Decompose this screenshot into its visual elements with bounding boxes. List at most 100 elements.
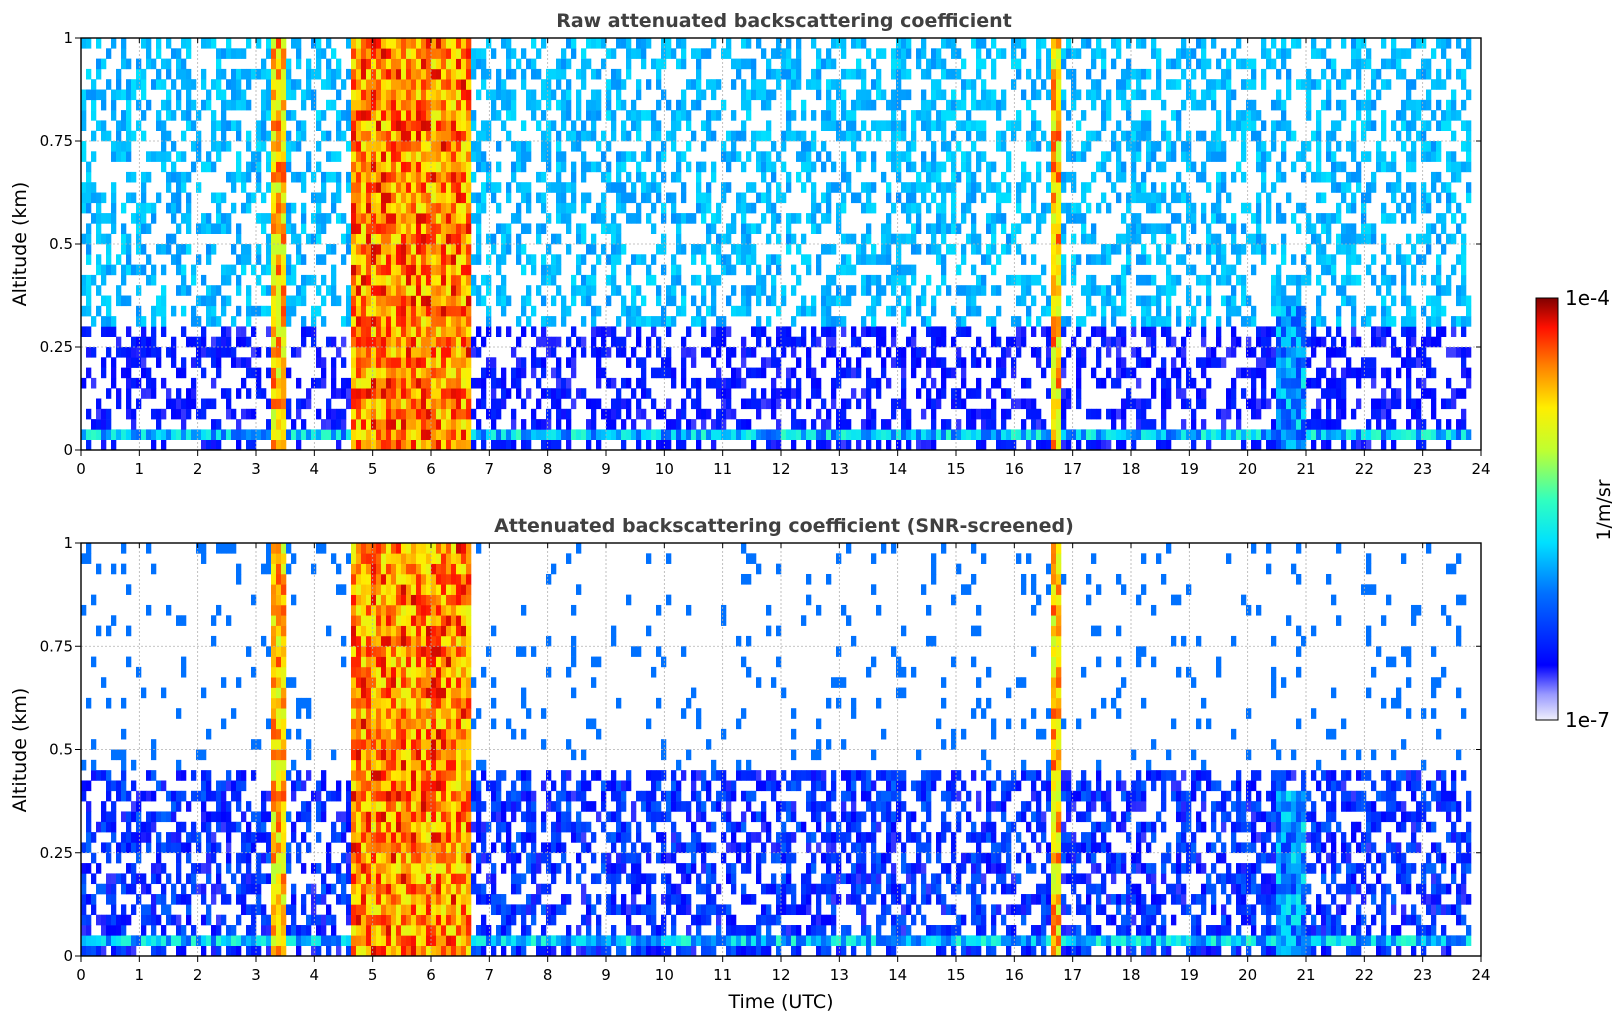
heat-cell [441,233,447,245]
heat-cell [431,223,437,234]
heat-cell [461,439,467,450]
heat-cell [526,285,532,296]
heat-cell [571,285,577,296]
heat-cell [141,367,147,379]
heat-cell [956,171,962,183]
heat-cell [526,182,532,193]
heat-cell [611,120,617,131]
heat-cell [276,99,282,111]
heat-cell [1076,347,1082,358]
heat-cell [1206,223,1212,234]
heat-cell [471,48,477,59]
heat-cell [926,58,932,70]
heat-cell [1016,429,1022,440]
heat-cell [1056,336,1062,348]
heat-cell [316,223,322,234]
heat-cell [366,233,372,245]
heat-cell [611,429,617,440]
heat-cell [1111,130,1117,142]
heat-cell [966,285,972,296]
heat-cell [186,213,192,224]
heat-cell [806,429,812,440]
heat-cell [821,295,827,307]
heat-cell [746,202,752,214]
heat-cell [1161,99,1167,111]
heat-cell [1056,398,1062,410]
heat-cell [841,398,847,410]
heat-cell [441,285,447,296]
heat-cell [1111,419,1117,430]
heat-cell [461,244,467,255]
heat-cell [616,233,622,245]
heat-cell [361,295,367,307]
heat-cell [136,120,142,131]
heat-cell [706,347,712,358]
heat-cell [826,110,832,121]
heat-cell [1161,357,1167,368]
heat-cell [1106,285,1112,296]
heat-cell [116,388,122,399]
heat-cell [346,141,352,152]
heat-cell [126,58,132,70]
heat-cell [111,357,117,368]
heat-cell [151,305,157,317]
heat-cell [636,429,642,440]
heat-cell [1081,151,1087,162]
heat-cell [546,120,552,131]
heat-cell [1076,367,1082,379]
heat-cell [921,151,927,162]
heat-cell [456,213,462,224]
heat-cell [651,367,657,379]
heat-cell [656,120,662,131]
heat-cell [1031,274,1037,286]
heat-cell [1031,141,1037,152]
heat-cell [276,429,282,440]
heat-cell [461,110,467,121]
heat-cell [851,99,857,111]
heat-cell [861,89,867,101]
heat-cell [1121,99,1127,111]
heat-cell [1106,99,1112,111]
heat-cell [896,192,902,204]
heat-cell [901,151,907,162]
heat-cell [581,429,587,440]
heat-cell [236,171,242,183]
heat-cell [491,398,497,410]
heat-cell [431,357,437,368]
heat-cell [776,367,782,379]
heat-cell [946,141,952,152]
heat-cell [776,305,782,317]
heat-cell [666,295,672,307]
heat-cell [936,202,942,214]
heat-cell [336,429,342,440]
heat-cell [1206,285,1212,296]
heat-cell [271,233,277,245]
heat-cell [266,398,272,410]
heat-cell [426,120,432,131]
heat-cell [891,264,897,276]
heat-cell [716,213,722,224]
heat-cell [591,419,597,430]
heat-cell [931,377,937,389]
heat-cell [191,141,197,152]
heat-cell [1201,367,1207,379]
heat-cell [181,38,187,49]
heat-cell [381,171,387,183]
heat-cell [356,192,362,204]
heat-cell [541,295,547,307]
heat-cell [1031,182,1037,193]
heat-cell [391,48,397,59]
heat-cell [131,408,137,420]
heat-cell [471,408,477,420]
heat-cell [1141,429,1147,440]
heat-cell [626,408,632,420]
heat-cell [411,48,417,59]
heat-cell [916,439,922,450]
heat-cell [371,347,377,358]
heat-cell [936,161,942,173]
heat-cell [721,419,727,430]
heat-cell [696,244,702,255]
heat-cell [1006,347,1012,358]
heat-cell [1241,202,1247,214]
heat-cell [486,171,492,183]
